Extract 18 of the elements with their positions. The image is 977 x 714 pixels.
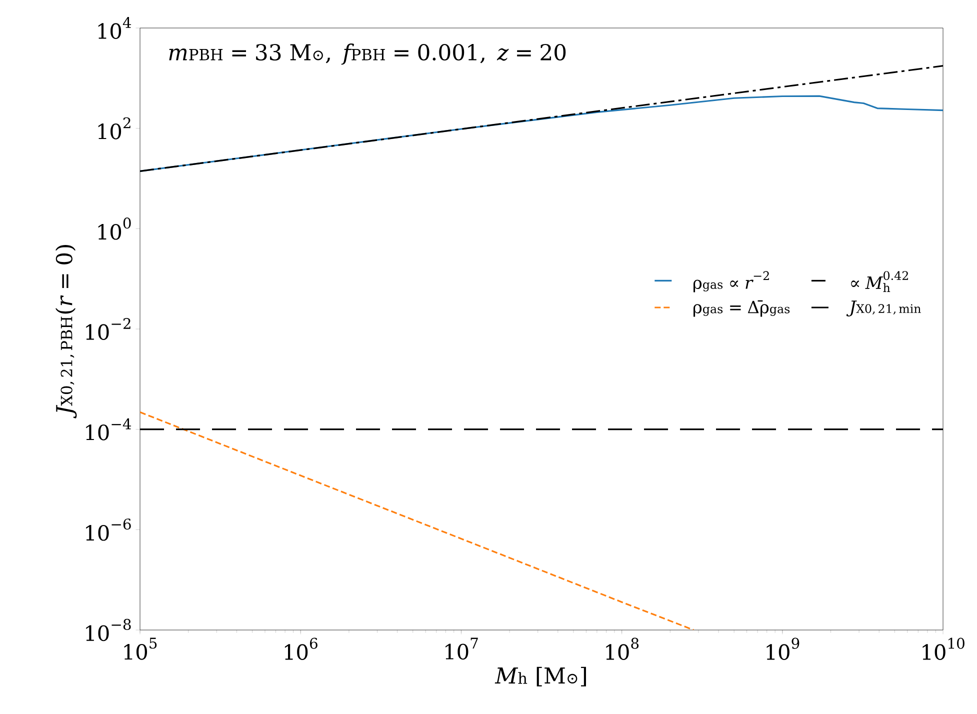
y-tick-label: 10$^{2}$ <box>98 117 130 140</box>
legend-label: $J_{\mathrm{X0,\,21,\,min}}$ <box>846 300 921 316</box>
x-axis-title: $M_{\mathrm{h}}\ [\mathrm{M}_{\odot}]$ <box>494 666 586 686</box>
legend-label: $\propto M_{\mathrm{h}}^{0.42}$ <box>851 271 908 292</box>
y-tick-label: 10$^{−6}$ <box>86 518 131 541</box>
x-tick-label: 10$^{10}$ <box>922 638 964 660</box>
x-tick-label: 10$^{6}$ <box>284 638 318 660</box>
x-tick-label: 10$^{9}$ <box>766 638 800 660</box>
y-tick-label: 10$^{4}$ <box>98 16 132 40</box>
y-axis-title: $J_{\mathrm{X0,\,21,\,PBH}}(r = 0)$ <box>55 245 77 418</box>
y-tick-label: 10$^{−4}$ <box>86 418 132 440</box>
x-tick-label: 10$^{8}$ <box>606 638 639 660</box>
legend-label: $\symup{\rho}_{\mathrm{gas}} \propto r^{-2}$ <box>694 271 769 292</box>
legend-label: $\symup{\rho}_{\mathrm{gas}} = \Delta\bar{\symup{\rho}}_{\mathrm{gas}}$ <box>694 300 790 317</box>
y-tick-label: 10$^{−2}$ <box>86 318 130 340</box>
y-tick-label: 10$^{0}$ <box>98 218 131 240</box>
x-tick-label: 10$^{7}$ <box>446 638 478 660</box>
annotation: $m_{\mathrm{PBH}} = 33\ \mathrm{M}_{\odot},\ f_{\mathrm{PBH}} = 0.001,\ z = 20$ <box>169 44 566 65</box>
